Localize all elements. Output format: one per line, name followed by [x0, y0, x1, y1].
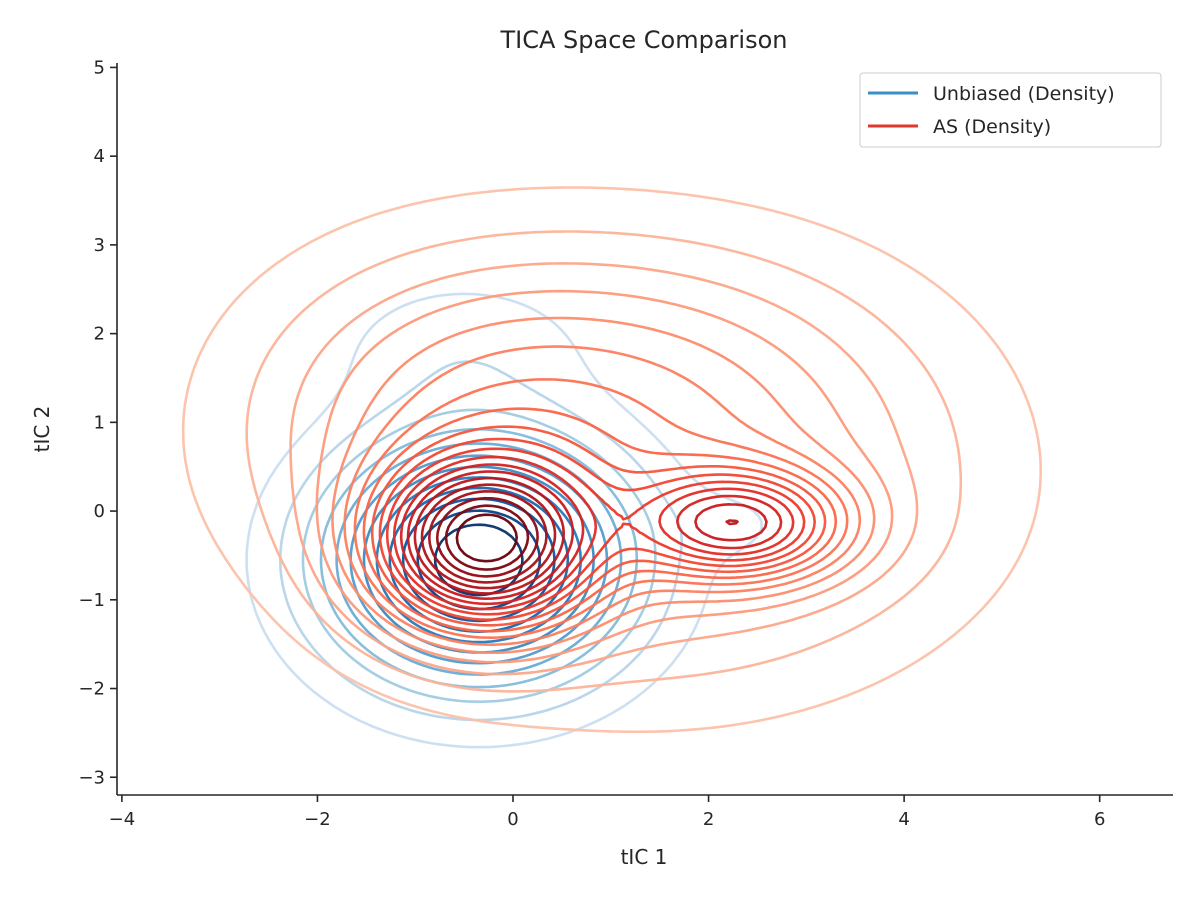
contour-level: [289, 262, 919, 676]
y-tick-label: 4: [94, 146, 105, 167]
contour-level: [455, 513, 518, 563]
contour-level: [413, 476, 739, 595]
contour-level: [435, 496, 539, 578]
y-axis-label: tIC 2: [30, 406, 54, 453]
contour-level: [393, 455, 795, 611]
legend-label-unbiased: Unbiased (Density): [933, 83, 1115, 105]
contour-level: [370, 425, 827, 627]
x-tick-label: 4: [898, 809, 909, 830]
plot-area: [181, 186, 1042, 749]
contour-level: [428, 490, 548, 584]
contour-level: [245, 292, 763, 749]
contour-level: [406, 470, 768, 600]
y-tick-label: −1: [78, 590, 105, 611]
contour-level: [343, 345, 862, 646]
contour-level: [362, 407, 838, 633]
x-axis-label: tIC 1: [621, 845, 668, 869]
legend-frame: [859, 72, 1162, 148]
x-tick-label: 6: [1094, 809, 1105, 830]
y-tick-label: −3: [78, 767, 105, 788]
contour-level: [181, 186, 1042, 734]
contour-level: [331, 316, 876, 654]
contour-level: [349, 454, 609, 665]
x-tick-label: 2: [703, 809, 714, 830]
axes: −4 −2 0 2 4 6 −3 −2 −1 0 1 2 3 4 5: [78, 57, 1173, 830]
y-tick-label: 2: [94, 324, 105, 345]
contour-series-as: [181, 186, 1042, 734]
y-tick-label: 1: [94, 412, 105, 433]
contour-series-unbiased: [245, 292, 763, 749]
contour-level: [353, 378, 849, 639]
contour-level: [385, 447, 806, 616]
contour-level: [279, 360, 683, 722]
contour-level: [315, 289, 894, 664]
contour-level: [420, 483, 557, 590]
chart-title: TICA Space Comparison: [499, 26, 787, 54]
legend-label-as: AS (Density): [933, 116, 1051, 138]
x-tick-label: 0: [507, 809, 518, 830]
contour-level: [444, 504, 530, 571]
y-tick-label: 3: [94, 235, 105, 256]
contour-level: [378, 437, 816, 621]
contour-level: [399, 463, 783, 606]
x-tick-label: −4: [109, 809, 136, 830]
y-tick-label: −2: [78, 679, 105, 700]
legend: Unbiased (Density) AS (Density): [859, 72, 1162, 148]
y-tick-label: 5: [94, 57, 105, 78]
contour-level: [245, 230, 963, 693]
y-tick-label: 0: [94, 501, 105, 522]
x-tick-label: −2: [304, 809, 331, 830]
